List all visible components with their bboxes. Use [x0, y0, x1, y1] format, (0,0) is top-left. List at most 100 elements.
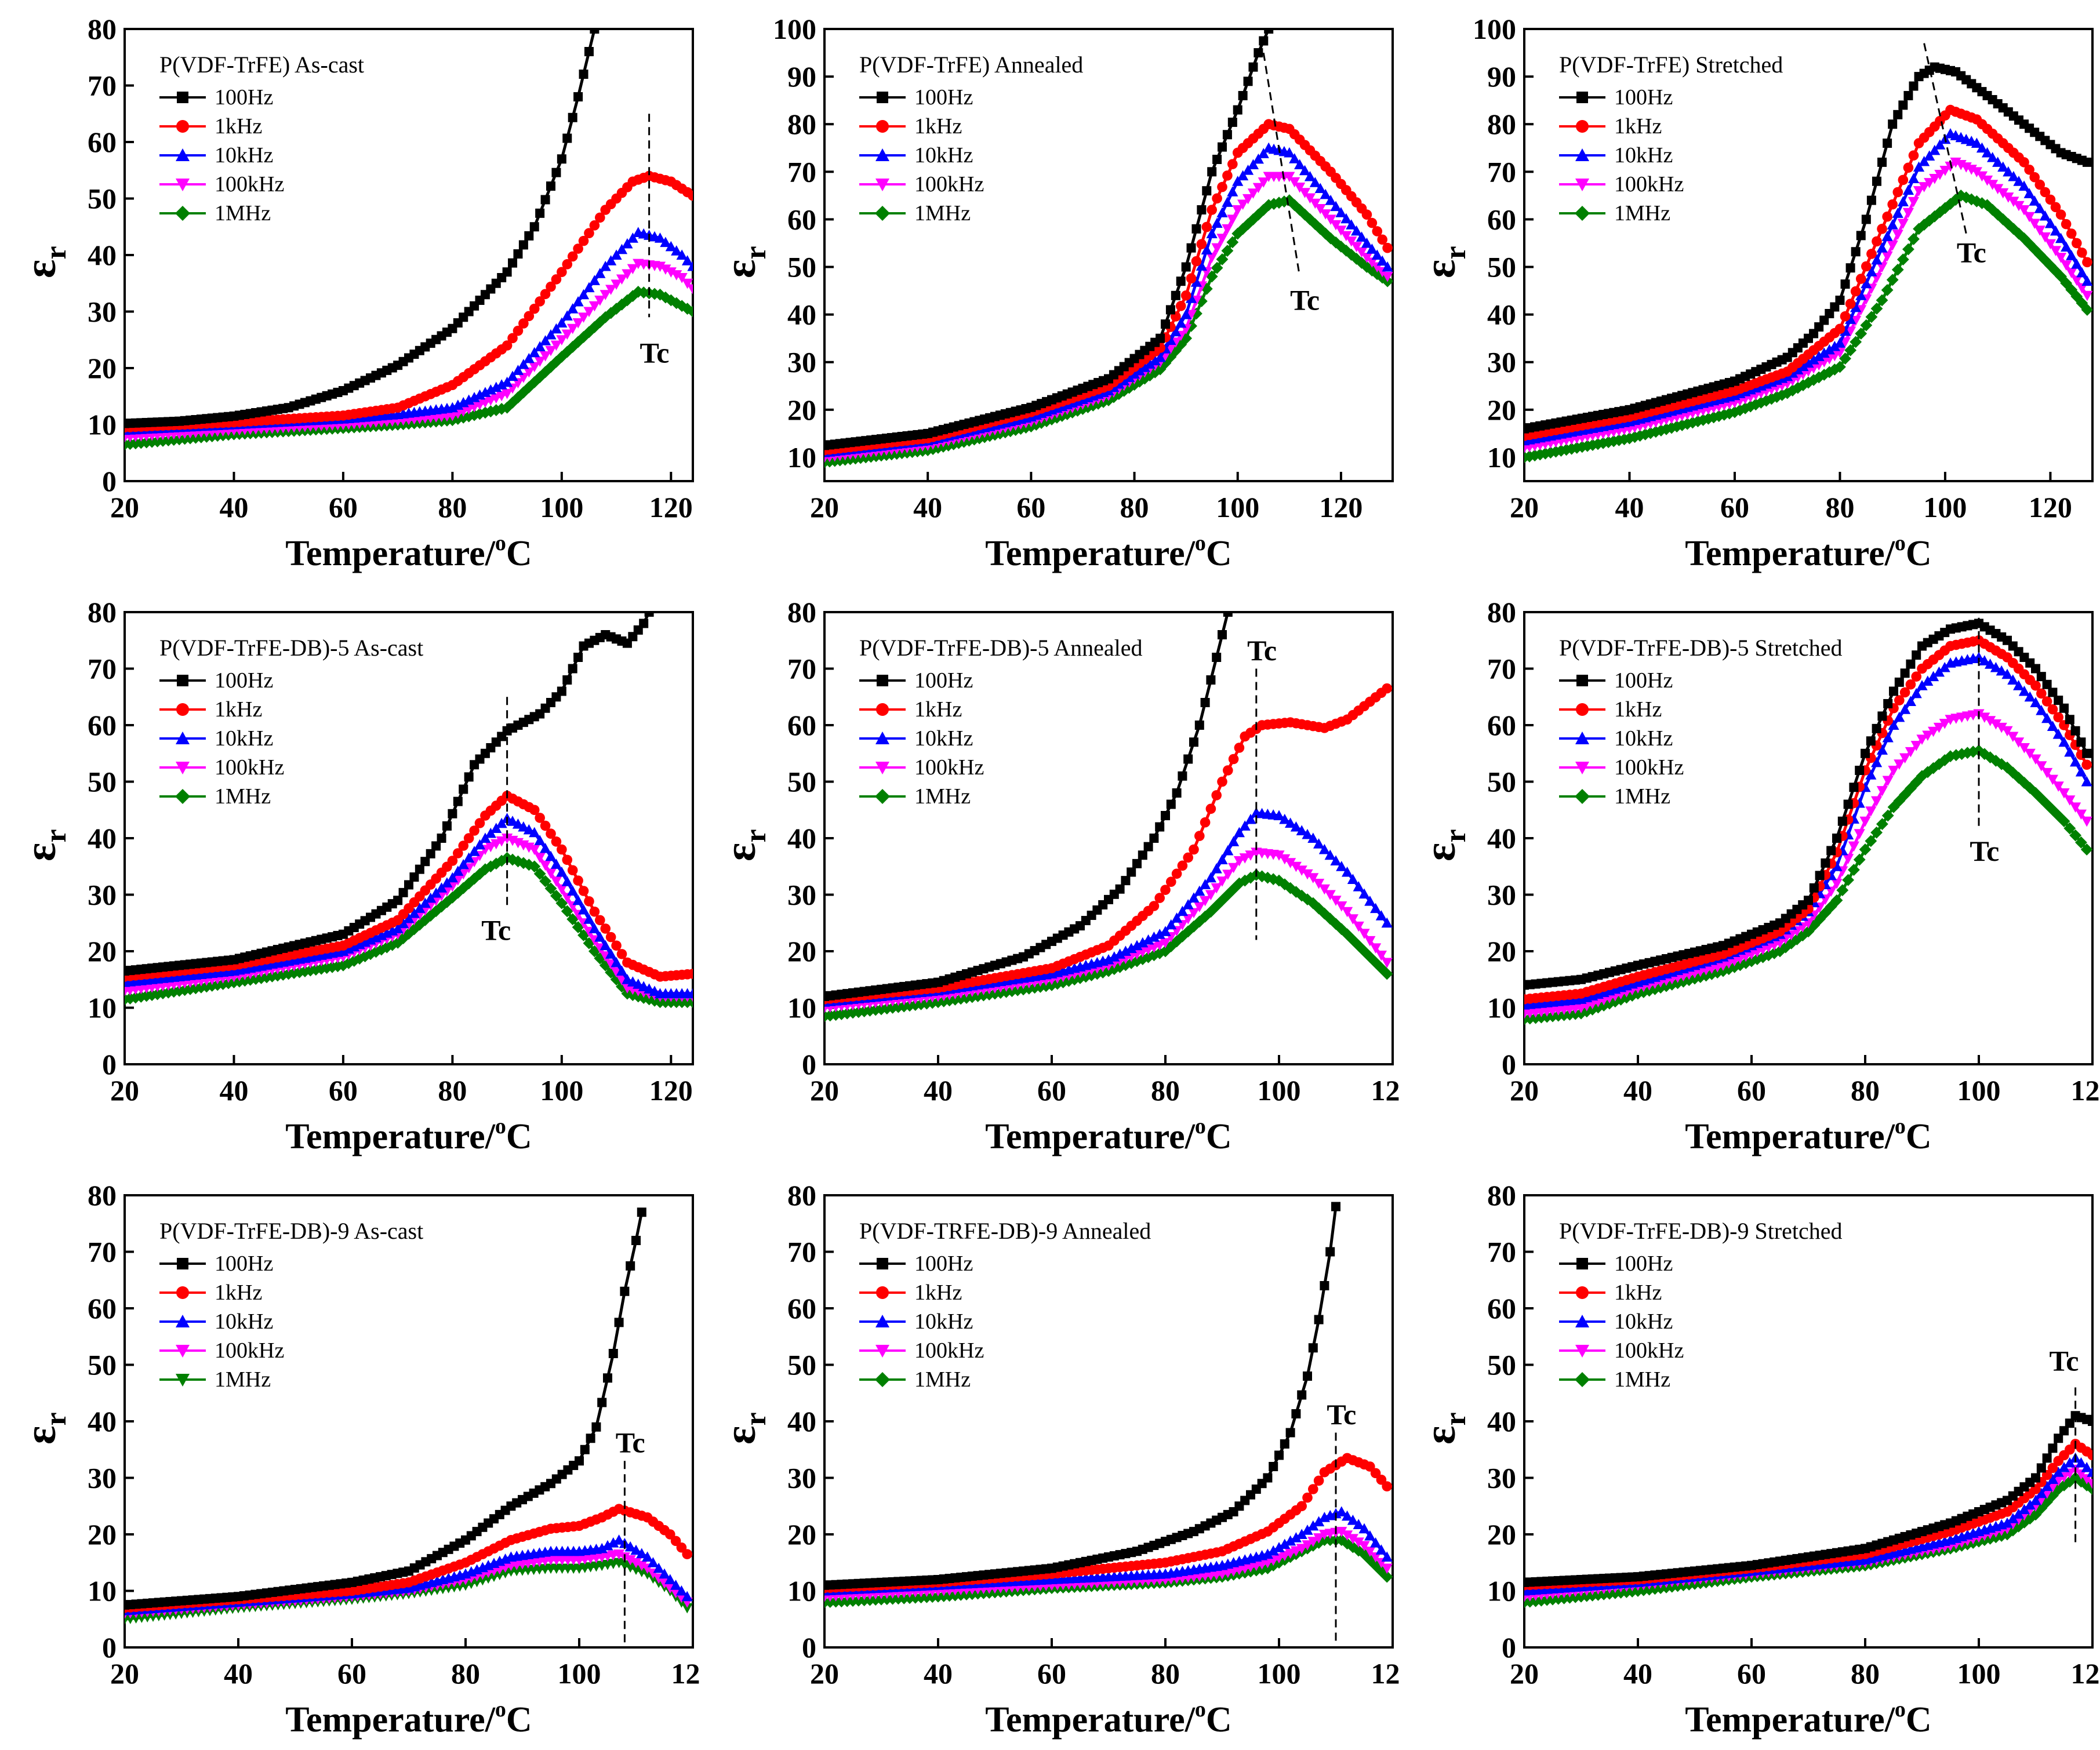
data-point-1MHz	[1380, 1570, 1393, 1583]
y-tick-label: 10	[787, 992, 816, 1024]
data-point-10kHz	[2050, 225, 2062, 236]
data-point-1MHz	[413, 918, 426, 931]
data-point-10kHz	[1910, 687, 1922, 698]
data-point-100Hz	[1212, 653, 1222, 662]
legend-marker	[1576, 92, 1588, 103]
data-point-100kHz	[2013, 201, 2025, 212]
data-point-100kHz	[2018, 743, 2030, 754]
data-point-10kHz	[577, 904, 590, 915]
data-point-10kHz	[1267, 1545, 1279, 1556]
chart-panel-1: 20 40 60 80 100 12001020304050607080Temperatu…	[16, 13, 694, 573]
data-point-100Hz	[1861, 748, 1870, 758]
data-point-10kHz	[2018, 685, 2030, 696]
data-point-10kHz	[600, 260, 611, 271]
data-point-10kHz	[1818, 347, 1830, 358]
x-tick-label: 40	[1615, 491, 1644, 523]
data-point-10kHz	[647, 1557, 659, 1567]
data-point-100Hz	[1166, 799, 1176, 809]
data-point-100kHz	[1928, 726, 1939, 737]
data-point-10kHz	[1888, 719, 1899, 730]
y-tick-label: 10	[1487, 992, 1516, 1024]
legend-entry-10kHz: 10kHz	[159, 143, 273, 168]
data-point-100Hz	[1200, 698, 1210, 707]
x-tick-label: 120	[2071, 1074, 2100, 1107]
data-point-1MHz	[903, 999, 916, 1012]
data-point-10kHz	[2029, 195, 2040, 206]
x-tick-label: 80	[1825, 491, 1854, 523]
data-point-1MHz	[380, 941, 393, 954]
data-point-10kHz	[1871, 254, 1883, 265]
data-point-10kHz	[1899, 704, 1911, 714]
data-point-10kHz	[594, 932, 606, 942]
data-point-10kHz	[1320, 188, 1331, 199]
data-point-1MHz	[1376, 271, 1389, 284]
x-tick-label: 40	[1623, 1074, 1652, 1107]
legend-marker	[175, 206, 190, 221]
x-tick-label: 60	[1737, 1074, 1766, 1107]
data-point-1MHz	[2007, 223, 2020, 235]
series-1kHz	[1524, 635, 2092, 1005]
data-point-1MHz	[1352, 1544, 1365, 1557]
data-point-10kHz	[1375, 910, 1387, 921]
legend-marker	[1575, 179, 1589, 191]
tc-guide-line	[1262, 52, 1301, 277]
data-point-10kHz	[1299, 165, 1311, 176]
data-point-100Hz	[2082, 157, 2092, 167]
data-point-1kHz	[1903, 162, 1914, 173]
data-point-100Hz	[1866, 195, 1876, 205]
data-point-1kHz	[507, 333, 518, 344]
data-point-10kHz	[1294, 159, 1306, 169]
data-point-10kHz	[2066, 250, 2077, 260]
series-1MHz	[824, 194, 1393, 468]
data-point-100Hz	[637, 1207, 646, 1217]
data-point-100kHz	[1279, 854, 1291, 865]
data-point-1MHz	[1313, 902, 1325, 915]
x-tick-label: 60	[337, 1657, 366, 1690]
y-tick-label: 30	[88, 296, 117, 328]
data-point-100kHz	[1290, 1546, 1302, 1557]
data-point-10kHz	[534, 835, 546, 845]
data-point-100kHz	[2036, 761, 2047, 772]
y-tick-label: 30	[1487, 1462, 1516, 1494]
legend-label: 100kHz	[914, 1338, 984, 1363]
data-point-10kHz	[1103, 954, 1114, 965]
data-point-10kHz	[545, 850, 557, 861]
data-point-10kHz	[1986, 152, 1999, 162]
data-point-100kHz	[1222, 869, 1234, 880]
data-point-10kHz	[2047, 721, 2058, 731]
data-point-100Hz	[1883, 698, 1893, 708]
legend-entry-10kHz: 10kHz	[859, 143, 973, 168]
data-point-100Hz	[591, 1422, 601, 1432]
data-point-100Hz	[415, 864, 424, 874]
data-point-10kHz	[1829, 341, 1840, 351]
data-point-1kHz	[513, 325, 524, 336]
data-point-1MHz	[1340, 244, 1353, 257]
data-point-1kHz	[665, 1529, 675, 1540]
data-point-10kHz	[1976, 142, 1988, 153]
data-point-1MHz	[1267, 873, 1280, 886]
data-point-100Hz	[608, 1349, 618, 1358]
data-point-10kHz	[534, 341, 546, 351]
data-point-100kHz	[2029, 219, 2040, 230]
data-point-1kHz	[1207, 205, 1217, 215]
data-point-100kHz	[2058, 788, 2070, 799]
data-point-1kHz	[1866, 249, 1877, 259]
data-point-100kHz	[1939, 719, 1950, 729]
data-point-100kHz	[1375, 950, 1387, 961]
data-point-10kHz	[2087, 1467, 2092, 1477]
data-point-10kHz	[675, 1585, 687, 1596]
data-point-10kHz	[1211, 217, 1223, 228]
data-point-10kHz	[452, 865, 464, 876]
legend-marker	[176, 1286, 189, 1299]
data-point-100Hz	[409, 872, 419, 882]
x-axis-label: Temperature/oC	[285, 1114, 532, 1156]
data-point-10kHz	[1381, 1551, 1393, 1562]
legend-marker	[1575, 206, 1590, 221]
data-point-100kHz	[1296, 865, 1307, 876]
data-point-100kHz	[1222, 224, 1233, 235]
data-point-100kHz	[1364, 936, 1376, 947]
data-point-100Hz	[579, 70, 588, 79]
data-point-100Hz	[1877, 157, 1887, 167]
legend-entry-1MHz: 1MHz	[159, 1367, 271, 1392]
data-point-100kHz	[1865, 806, 1877, 817]
